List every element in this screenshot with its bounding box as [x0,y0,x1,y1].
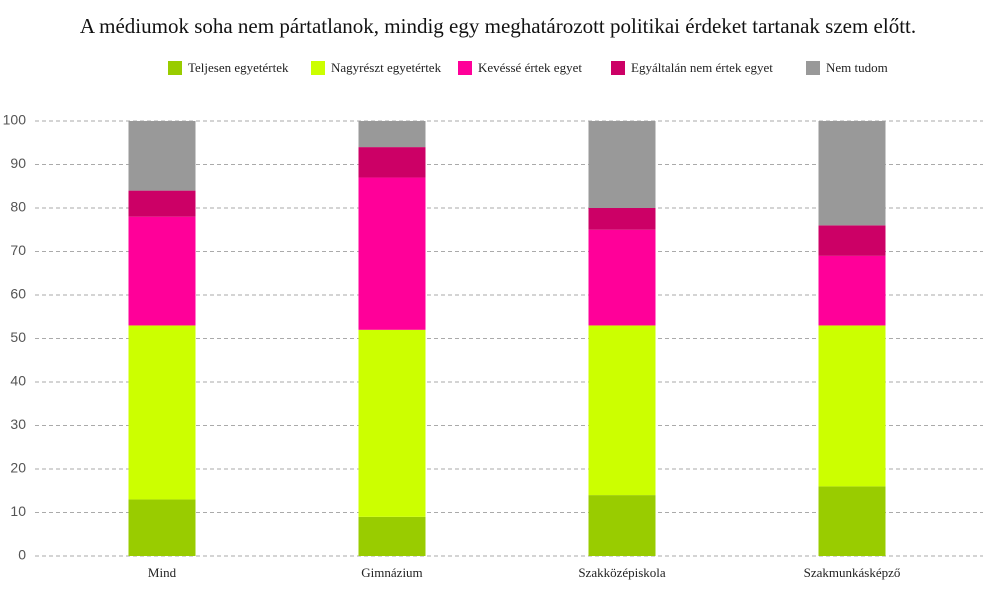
x-tick-label: Gimnázium [361,565,422,580]
y-tick-label: 80 [10,199,26,215]
bar-segment [128,121,196,191]
y-tick-label: 90 [10,155,26,171]
bar-segment [818,486,886,556]
legend-label: Teljesen egyetértek [188,60,289,75]
y-tick-label: 0 [18,547,26,563]
y-tick-label: 10 [10,503,26,519]
legend-swatch [311,61,325,75]
legend-label: Nagyrészt egyetértek [331,60,442,75]
bar-segment [818,121,886,226]
chart-title: A médiumok soha nem pártatlanok, mindig … [80,14,916,38]
y-tick-label: 50 [10,329,26,345]
legend-swatch [806,61,820,75]
bar-segment [818,325,886,487]
bar-segment [588,325,656,496]
bar-segment [128,499,196,556]
legend-swatch [458,61,472,75]
bar-segment [588,229,656,326]
y-tick-label: 30 [10,416,26,432]
legend-label: Egyáltalán nem értek egyet [631,60,773,75]
y-tick-label: 100 [3,112,27,128]
bar-segment [358,516,426,556]
bar-segment [588,121,656,208]
bar-segment [128,216,196,326]
bar-segment [588,495,656,556]
bar-segment [818,225,886,256]
y-tick-label: 60 [10,286,26,302]
y-tick-label: 70 [10,242,26,258]
bar-segment [128,190,196,217]
legend-label: Kevéssé értek egyet [478,60,582,75]
bar-segment [358,329,426,517]
x-tick-label: Mind [148,565,177,580]
legend-label: Nem tudom [826,60,888,75]
y-tick-label: 40 [10,373,26,389]
bar-segment [358,177,426,330]
bar-segment [818,255,886,326]
x-tick-label: Szakmunkásképző [804,565,901,580]
x-tick-label: Szakközépiskola [578,565,666,580]
bar-segment [588,208,656,230]
legend-swatch [611,61,625,75]
bar-segment [358,147,426,178]
bar-segment [128,325,196,500]
legend-swatch [168,61,182,75]
y-tick-label: 20 [10,460,26,476]
bar-segment [358,121,426,148]
